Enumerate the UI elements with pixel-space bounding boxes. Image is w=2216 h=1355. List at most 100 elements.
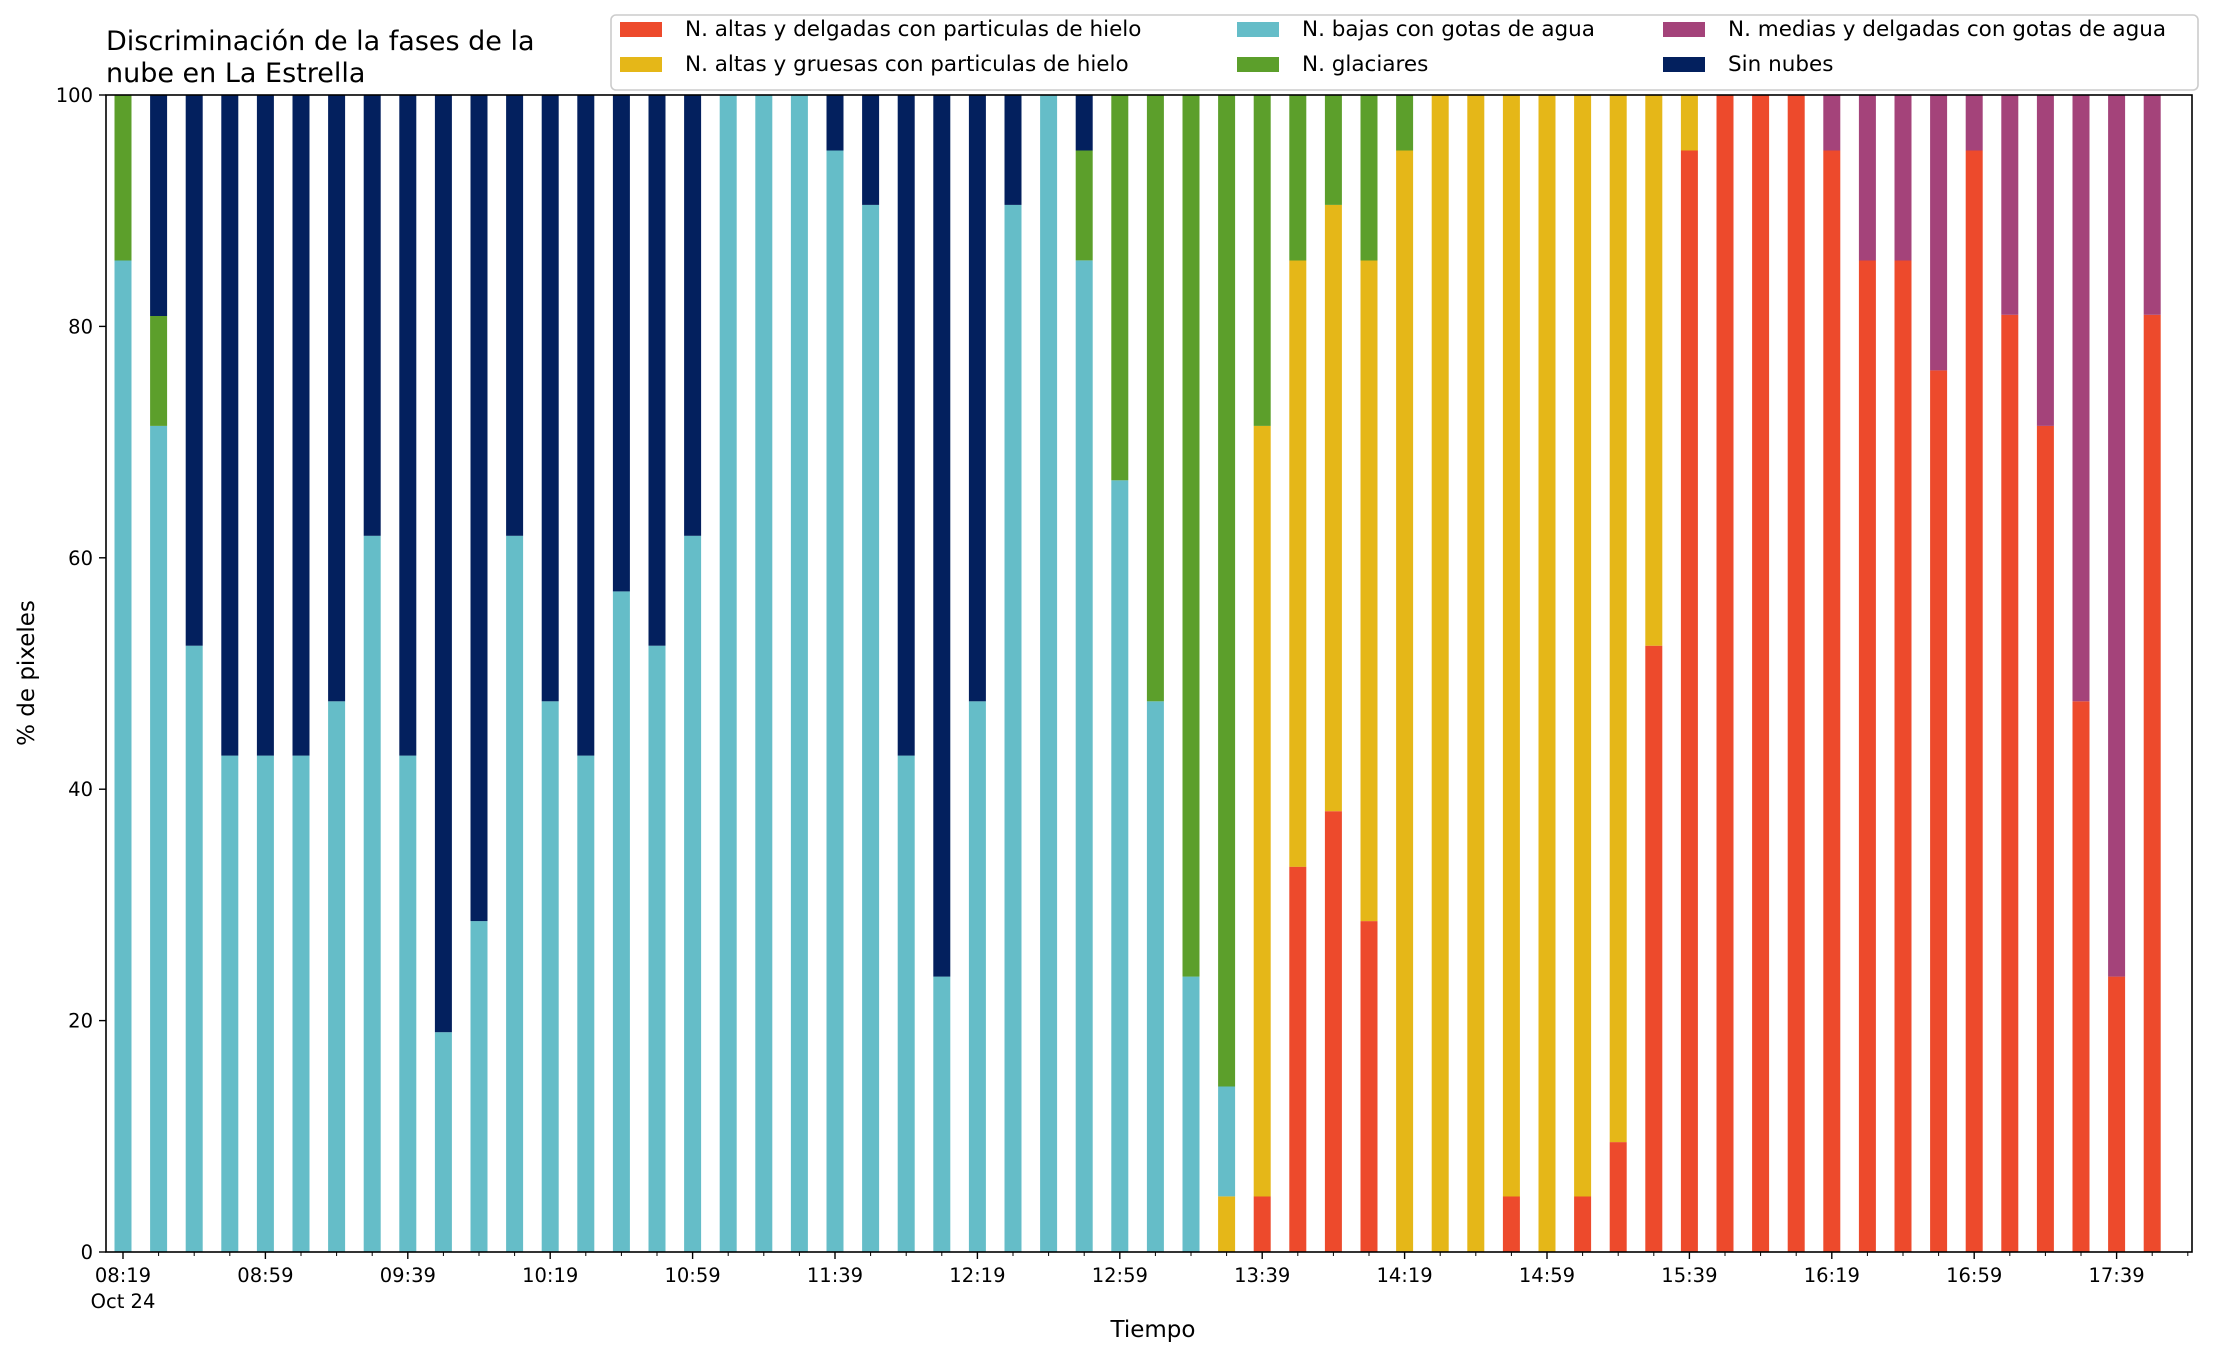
bar-segment-51-thin-ice [1930,370,1948,1252]
bar-segment-38-thick-ice [1467,95,1485,1252]
legend-label-low-water: N. bajas con gotas de agua [1302,17,1595,42]
bar-segment-4-low-water [256,755,274,1252]
x-tick-label: 15:39 [1661,1264,1717,1287]
bar-segment-40-thick-ice [1538,95,1556,1252]
bar-segment-22-clear [897,95,915,756]
bar-segment-10-clear [470,95,488,922]
bar-segment-3-low-water [221,755,239,1252]
bar-segment-36-glacier [1396,95,1414,151]
bar-segment-9-low-water [434,1032,452,1252]
bar-segment-20-clear [826,95,844,151]
bar-segment-49-thin-ice [1858,260,1876,1252]
bar-segment-18-low-water [755,95,773,1252]
bar-segment-8-low-water [399,755,417,1252]
bar-segment-57-mid-water [2143,95,2161,315]
x-tick-date-label: Oct 24 [91,1290,156,1313]
bar-segment-7-clear [363,95,381,536]
bar-segment-43-thick-ice [1645,95,1663,646]
x-tick-label: 08:59 [237,1264,293,1287]
bar-segment-5-clear [292,95,310,756]
bar-segment-5-low-water [292,755,310,1252]
bar-segment-52-mid-water [1965,95,1983,151]
x-tick-label: 11:39 [807,1264,863,1287]
legend-swatch-thin-ice [620,22,662,37]
bar-segment-1-clear [150,95,168,316]
bar-segment-29-low-water [1146,701,1164,1252]
x-tick-label: 08:19 [95,1264,151,1287]
bar-segment-46-thin-ice [1752,95,1770,1252]
bar-segment-27-glacier [1075,150,1093,261]
legend-label-glacier: N. glaciares [1302,52,1428,77]
bar-segment-23-clear [933,95,951,977]
x-tick-label: 17:39 [2088,1264,2144,1287]
bar-segment-6-clear [328,95,346,702]
legend-frame [610,14,2199,91]
legend-swatch-clear [1663,57,1705,72]
chart-title-line-1: Discriminación de la fases de la [106,26,535,57]
legend-swatch-glacier [1237,57,1279,72]
legend-label-clear: Sin nubes [1728,52,1833,77]
bar-segment-14-clear [612,95,630,592]
bar-segment-44-thin-ice [1680,150,1698,1252]
bar-segment-14-low-water [612,591,630,1252]
bar-segment-35-thin-ice [1360,921,1378,1252]
bar-segment-33-glacier [1289,95,1307,261]
bar-segment-12-low-water [541,701,559,1252]
bar-segment-34-thick-ice [1324,204,1342,812]
bar-segment-42-thin-ice [1609,1142,1627,1252]
bar-segment-33-thick-ice [1289,260,1307,867]
y-tick-label: 20 [68,1010,93,1033]
x-tick-label: 10:19 [522,1264,578,1287]
bar-segment-31-thick-ice [1218,1196,1236,1252]
bar-segment-42-thick-ice [1609,95,1627,1143]
bar-segment-11-low-water [506,535,524,1252]
x-tick-label: 12:19 [949,1264,1005,1287]
bar-segment-19-low-water [790,95,808,1252]
bar-segment-3-clear [221,95,239,756]
bar-segment-30-low-water [1182,976,1200,1252]
plot-frame [105,94,2193,1253]
bar-segment-30-glacier [1182,95,1200,977]
legend-swatch-low-water [1237,22,1279,37]
bar-segment-54-mid-water [2036,95,2054,426]
legend-label-mid-water: N. medias y delgadas con gotas de agua [1728,17,2166,42]
x-tick-label: 12:59 [1092,1264,1148,1287]
bar-segment-0-glacier [114,95,132,261]
bar-segment-22-low-water [897,755,915,1252]
bar-segment-53-thin-ice [2001,314,2019,1252]
bar-segment-2-clear [185,95,203,646]
bar-segment-33-thin-ice [1289,866,1307,1252]
bar-segment-37-thick-ice [1431,95,1449,1252]
bar-segment-36-thick-ice [1396,150,1414,1252]
bar-segment-1-glacier [150,316,168,426]
bar-segment-52-thin-ice [1965,150,1983,1252]
bar-segment-39-thick-ice [1502,95,1520,1197]
y-axis-label: % de pixeles [14,600,40,746]
bar-segment-53-mid-water [2001,95,2019,315]
bar-segment-28-low-water [1111,480,1129,1252]
bar-segment-13-clear [577,95,595,756]
bar-segment-49-mid-water [1858,95,1876,261]
bar-segment-31-low-water [1218,1086,1236,1197]
bar-segment-54-thin-ice [2036,425,2054,1252]
bar-segment-32-thin-ice [1253,1196,1271,1252]
bar-segment-2-low-water [185,645,203,1252]
legend-swatch-mid-water [1663,22,1705,37]
bar-segment-16-low-water [684,535,702,1252]
bar-segment-24-clear [968,95,986,702]
bar-segment-47-thin-ice [1787,95,1805,1252]
bar-segment-41-thin-ice [1574,1196,1592,1252]
bar-segment-20-low-water [826,150,844,1252]
bar-segment-55-thin-ice [2072,701,2090,1252]
bar-segment-15-low-water [648,645,666,1252]
bar-segment-56-mid-water [2108,95,2126,977]
bars-group [114,95,2161,1252]
bar-segment-39-thin-ice [1502,1196,1520,1252]
bar-segment-55-mid-water [2072,95,2090,702]
y-tick-label: 100 [56,84,93,107]
bar-segment-9-clear [434,95,452,1033]
bar-segment-57-thin-ice [2143,314,2161,1252]
bar-segment-44-thick-ice [1680,95,1698,151]
bar-segment-24-low-water [968,701,986,1252]
